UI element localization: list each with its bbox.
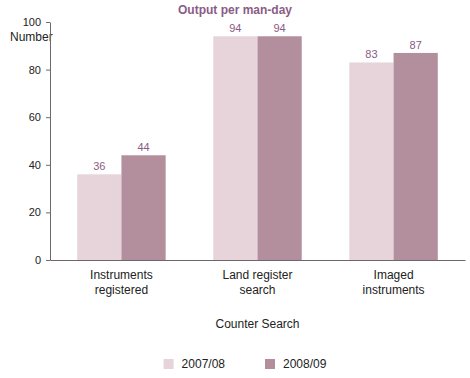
y-tick-label: 40	[29, 159, 41, 171]
y-tick: 100	[23, 16, 50, 28]
y-tick-label: 0	[35, 254, 41, 266]
plot: 0 20 40 60 80 100 36 94 83 44 94 87 Instrumentsregis…	[23, 16, 466, 297]
legend-swatch	[265, 359, 275, 369]
y-tick: 40	[29, 159, 50, 171]
bar	[121, 155, 165, 260]
x-axis-line	[51, 260, 466, 261]
y-tick: 20	[29, 206, 50, 218]
data-label: 36	[93, 160, 105, 172]
y-tick-label: 20	[29, 206, 41, 218]
category-label: Land registersearch	[222, 268, 292, 297]
legend-label: 2007/08	[182, 357, 226, 371]
x-axis-title: Counter Search	[215, 317, 299, 331]
legend: 2007/08 2008/09	[164, 357, 327, 371]
data-label: 94	[229, 22, 241, 34]
data-label: 94	[273, 22, 285, 34]
y-axis-line	[50, 23, 51, 261]
y-tick-label: 60	[29, 111, 41, 123]
y-tick-mark	[46, 70, 50, 71]
bar	[349, 62, 393, 260]
legend-label: 2008/09	[283, 357, 327, 371]
category-labels: Instrumentsregistered Land registersearch…	[90, 268, 424, 297]
y-tick-mark	[46, 260, 50, 261]
y-tick: 80	[29, 64, 50, 76]
data-label: 87	[410, 39, 422, 51]
bars	[77, 36, 438, 260]
y-axis-title: Number	[10, 30, 53, 44]
y-tick-label: 80	[29, 64, 41, 76]
y-tick-label: 100	[23, 16, 41, 28]
category-label: Imagedinstruments	[363, 268, 425, 297]
data-label: 83	[365, 48, 377, 60]
x-axis	[51, 260, 466, 261]
category-label: Instrumentsregistered	[90, 268, 153, 297]
chart: Output per man-day Number 0 20 40 60 80 100 36 94…	[0, 0, 470, 378]
y-tick: 60	[29, 111, 50, 123]
data-labels: 36 94 83 44 94 87	[93, 22, 422, 172]
y-tick: 0	[35, 254, 50, 266]
legend-item: 2007/08	[164, 357, 226, 371]
y-tick-mark	[46, 212, 50, 213]
legend-swatch	[164, 359, 174, 369]
y-tick-mark	[46, 117, 50, 118]
y-axis: 0 20 40 60 80 100	[23, 16, 51, 266]
bar	[213, 36, 257, 260]
y-tick-mark	[46, 22, 50, 23]
bar	[394, 53, 438, 260]
bar	[258, 36, 302, 260]
y-tick-mark	[46, 165, 50, 166]
bar	[77, 174, 121, 260]
title: Output per man-day	[178, 3, 292, 17]
data-label: 44	[137, 141, 149, 153]
legend-item: 2008/09	[265, 357, 327, 371]
